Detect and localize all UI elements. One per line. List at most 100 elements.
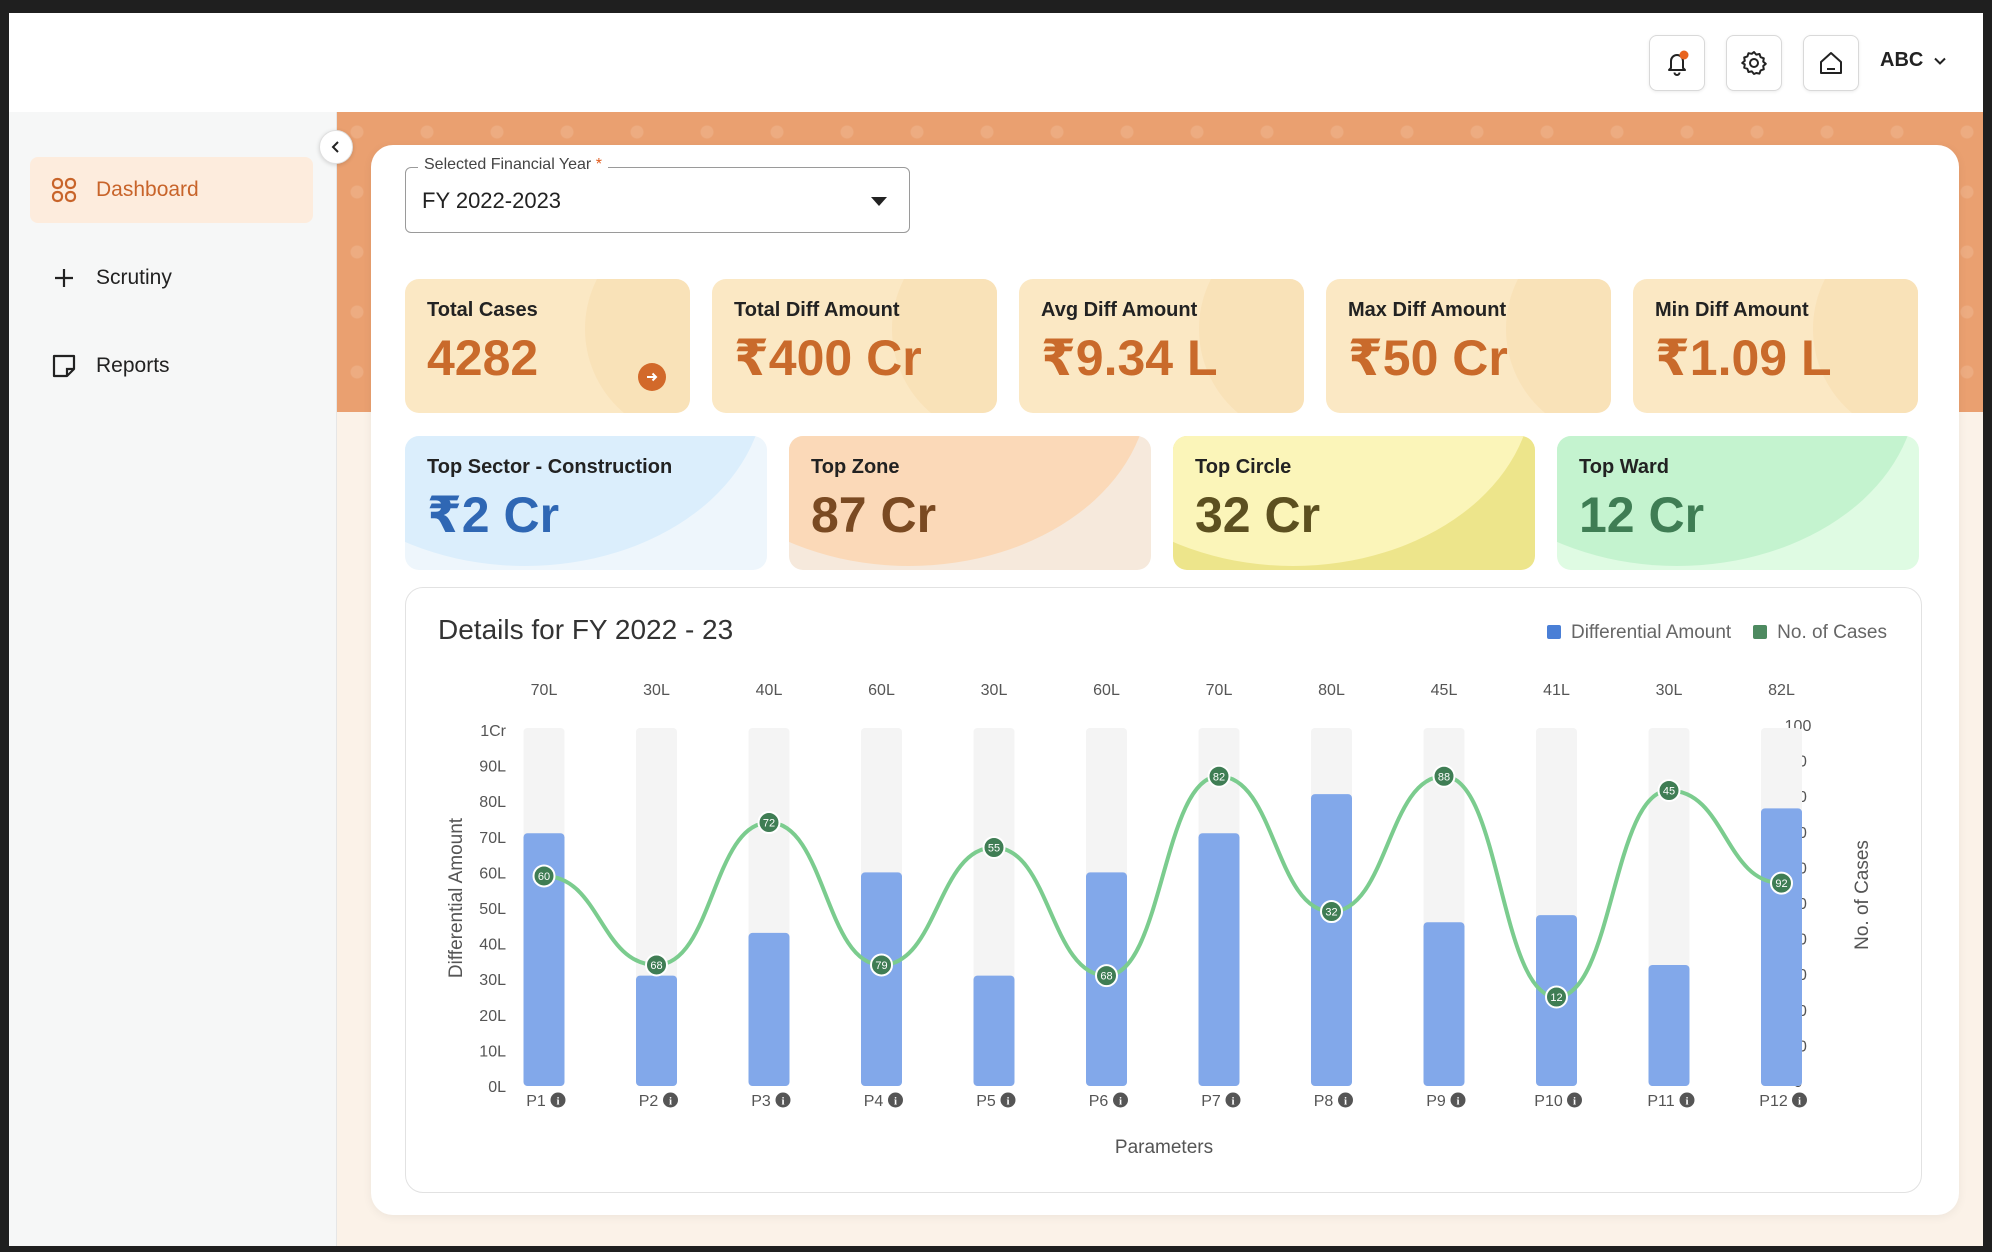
user-menu[interactable]: ABC bbox=[1880, 49, 1947, 72]
line-point-label: 32 bbox=[1325, 907, 1337, 919]
top-circle-card: Top Circle 32 Cr bbox=[1173, 436, 1535, 570]
info-icon bbox=[1567, 1092, 1582, 1108]
line-point-label: 12 bbox=[1550, 992, 1562, 1004]
line-point bbox=[870, 953, 893, 977]
line-point bbox=[1320, 900, 1343, 924]
info-icon bbox=[663, 1092, 678, 1108]
legend-item-no-of-cases[interactable]: No. of Cases bbox=[1753, 622, 1887, 644]
stat-value: ₹1.09 L bbox=[1655, 330, 1832, 386]
info-icon-glyph: i bbox=[781, 1096, 784, 1108]
info-icon bbox=[1792, 1092, 1807, 1108]
line-point bbox=[982, 835, 1006, 859]
line-point-label: 72 bbox=[763, 818, 775, 830]
info-icon-glyph: i bbox=[894, 1096, 897, 1108]
collapse-sidebar-button[interactable] bbox=[319, 130, 353, 164]
arrow-right-icon[interactable] bbox=[638, 363, 666, 391]
x-tick-label: P11 bbox=[1647, 1093, 1674, 1110]
info-icon bbox=[1679, 1092, 1695, 1108]
line-point-label: 82 bbox=[1213, 771, 1225, 783]
user-name: ABC bbox=[1880, 49, 1924, 71]
bar-top-label: 40L bbox=[756, 682, 783, 699]
info-icon-glyph: i bbox=[556, 1096, 559, 1108]
y-tick-label: 10L bbox=[479, 1043, 506, 1060]
bar-top-label: 41L bbox=[1543, 682, 1570, 699]
line-no-of-cases bbox=[543, 774, 1782, 1000]
sidebar-item-scrutiny[interactable]: Scrutiny bbox=[30, 245, 313, 311]
line-point bbox=[1770, 871, 1793, 895]
line-point-label: 60 bbox=[538, 871, 550, 883]
stat-min-diff-amount: Min Diff Amount ₹1.09 L bbox=[1633, 279, 1918, 413]
line-point-label: 88 bbox=[1438, 771, 1450, 783]
stat-avg-diff-amount: Avg Diff Amount ₹9.34 L bbox=[1019, 279, 1304, 413]
bar-top-label: 60L bbox=[868, 682, 895, 699]
sidebar-item-label: Dashboard bbox=[96, 178, 199, 201]
dropdown-arrow-icon bbox=[871, 197, 887, 206]
x-tick-label: P3 bbox=[751, 1093, 771, 1110]
info-icon-glyph: i bbox=[1685, 1096, 1688, 1108]
stat-label: Top Circle bbox=[1195, 456, 1292, 478]
chart-legend: Differential Amount No. of Cases bbox=[1546, 622, 1887, 644]
bar-top-label: 45L bbox=[1431, 682, 1458, 699]
stat-label: Top Sector - Construction bbox=[427, 456, 673, 478]
y-tick-label: 1Cr bbox=[480, 723, 506, 740]
top-sector-card: Top Sector - Construction ₹2 Cr bbox=[405, 436, 767, 570]
line-point-label: 68 bbox=[1100, 971, 1112, 983]
line-point bbox=[532, 864, 556, 888]
y-tick-label: 90L bbox=[479, 759, 506, 776]
home-button[interactable] bbox=[1803, 35, 1859, 91]
line-point-label: 79 bbox=[875, 960, 887, 972]
bar-differential-amount bbox=[1423, 922, 1465, 1086]
chevron-left-icon bbox=[331, 141, 339, 153]
dashboard-card: Selected Financial Year * FY 2022-2023 T… bbox=[371, 145, 1959, 1215]
top-zone-card: Top Zone 87 Cr bbox=[789, 436, 1151, 570]
legend-item-differential-amount[interactable]: Differential Amount bbox=[1546, 622, 1731, 644]
info-icon-glyph: i bbox=[1119, 1096, 1122, 1108]
stat-value: 12 Cr bbox=[1579, 487, 1705, 543]
stat-max-diff-amount: Max Diff Amount ₹50 Cr bbox=[1326, 279, 1611, 413]
stat-value: 4282 bbox=[427, 330, 539, 386]
x-tick-label: P1 bbox=[526, 1093, 546, 1110]
info-icon bbox=[1113, 1092, 1128, 1108]
info-icon bbox=[888, 1092, 903, 1108]
bar-differential-amount bbox=[1648, 964, 1690, 1086]
top-ward-card: Top Ward 12 Cr bbox=[1557, 436, 1919, 570]
line-point-label: 55 bbox=[988, 842, 1000, 854]
financial-year-value: FY 2022-2023 bbox=[422, 188, 562, 213]
y-axis-title: Differential Amount bbox=[446, 817, 467, 978]
line-point-label: 68 bbox=[650, 960, 662, 972]
info-icon bbox=[1450, 1092, 1466, 1108]
settings-button[interactable] bbox=[1726, 35, 1782, 91]
info-icon bbox=[550, 1092, 566, 1108]
sidebar-item-reports[interactable]: Reports bbox=[30, 333, 313, 399]
x-tick-label: P9 bbox=[1426, 1093, 1446, 1110]
chevron-down-icon bbox=[1934, 57, 1947, 65]
financial-year-select[interactable]: Selected Financial Year * FY 2022-2023 bbox=[405, 156, 910, 233]
x-tick-label: P5 bbox=[976, 1093, 996, 1110]
stat-value: 32 Cr bbox=[1195, 487, 1321, 543]
info-icon-glyph: i bbox=[1344, 1096, 1347, 1108]
sidebar-item-dashboard[interactable]: Dashboard bbox=[30, 157, 313, 223]
bar-top-label: 80L bbox=[1318, 682, 1345, 699]
bar-line-chart: 0L10L20L30L40L50L60L70L80L90L1Cr01020304… bbox=[446, 682, 1873, 1158]
notifications-button[interactable] bbox=[1649, 35, 1705, 91]
top-header: ABC bbox=[9, 13, 1983, 112]
y-tick-label: 0L bbox=[488, 1079, 506, 1096]
y-tick-label: 20L bbox=[479, 1008, 506, 1025]
stat-total-cases[interactable]: Total Cases 4282 bbox=[405, 279, 690, 413]
info-icon bbox=[1000, 1092, 1016, 1108]
app-window: ABC Dashboard Scrutiny Reports bbox=[9, 13, 1983, 1246]
bar-top-label: 30L bbox=[643, 682, 670, 699]
plus-icon bbox=[55, 269, 73, 287]
x-tick-label: P7 bbox=[1201, 1093, 1221, 1110]
bar-differential-amount bbox=[523, 833, 565, 1086]
bar-differential-amount bbox=[1761, 808, 1802, 1086]
x-tick-label: P12 bbox=[1759, 1093, 1788, 1110]
stat-label: Top Zone bbox=[811, 456, 900, 478]
y-tick-label: 30L bbox=[479, 972, 506, 989]
x-tick-label: P4 bbox=[864, 1093, 884, 1110]
x-tick-label: P6 bbox=[1089, 1093, 1109, 1110]
info-icon bbox=[1338, 1092, 1353, 1108]
financial-year-label: Selected Financial Year * bbox=[418, 156, 608, 174]
line-point-label: 92 bbox=[1775, 878, 1787, 890]
chart-title: Details for FY 2022 - 23 bbox=[438, 614, 734, 645]
